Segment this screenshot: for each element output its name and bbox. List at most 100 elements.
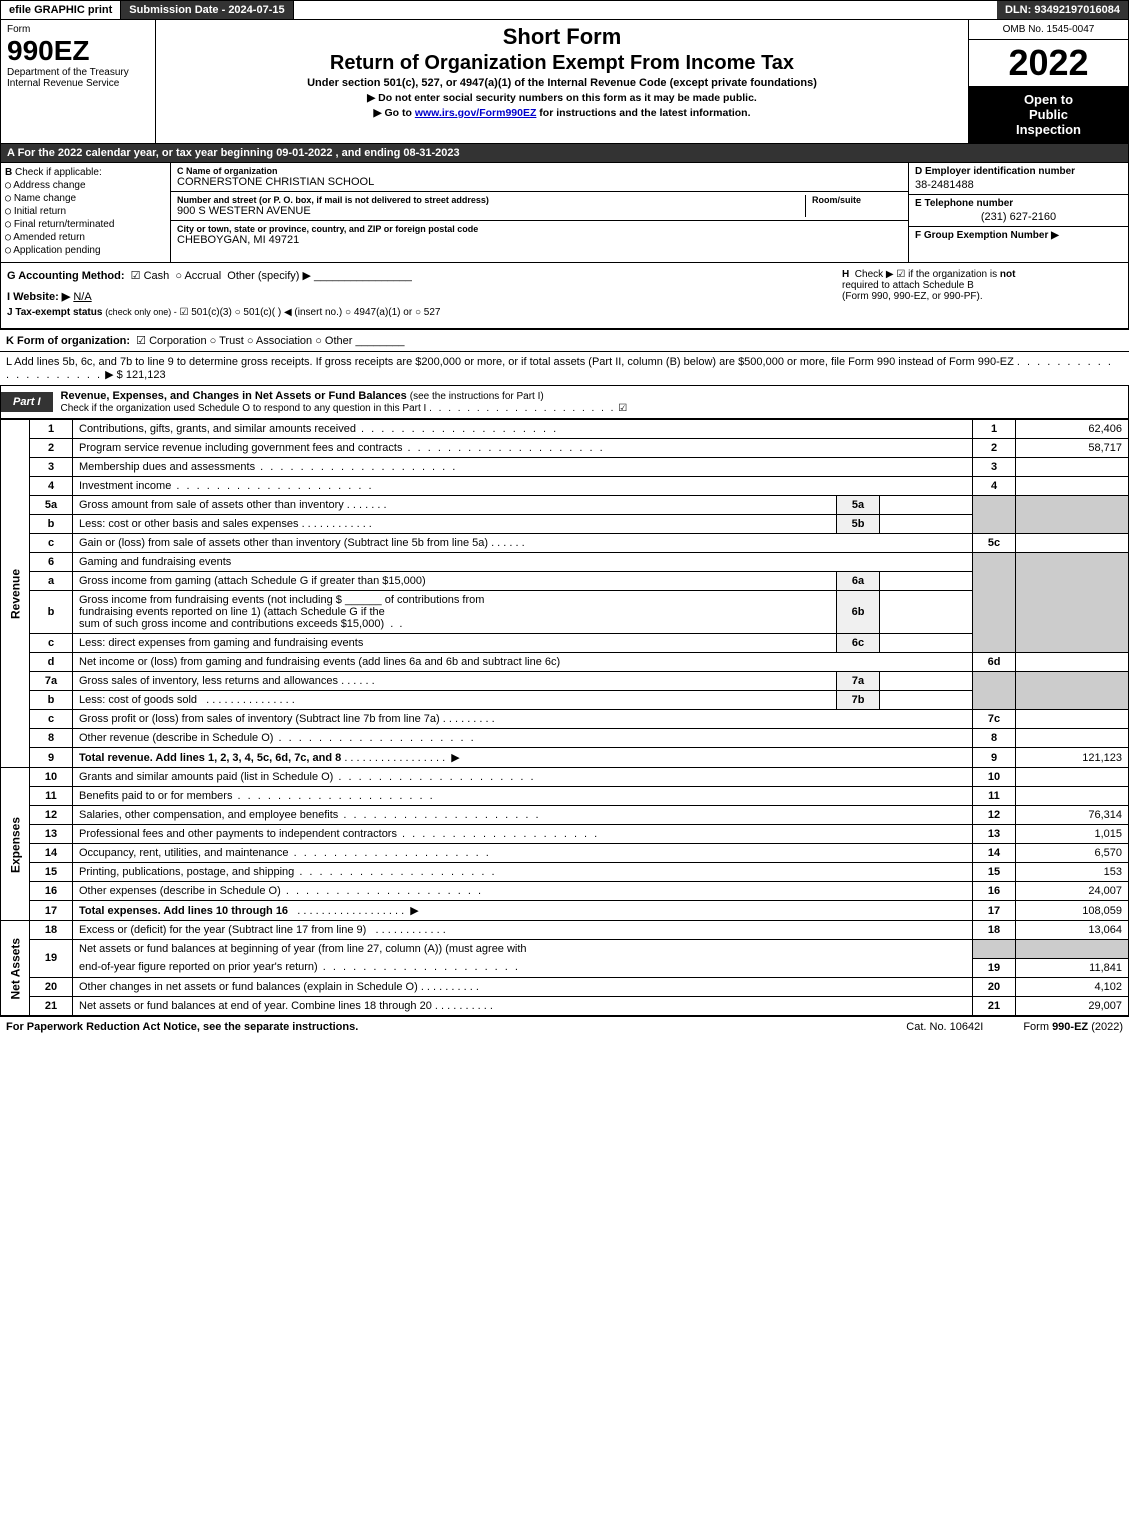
line-13-desc: Professional fees and other payments to …	[73, 825, 973, 844]
line-1-val: 62,406	[1016, 420, 1129, 439]
line-17-num: 17	[30, 901, 73, 921]
line-17-desc: Total expenses. Add lines 10 through 16 …	[73, 901, 973, 921]
line-4-col: 4	[973, 477, 1016, 496]
line-6c-num: c	[30, 634, 73, 653]
h-text1: Check ▶ ☑ if the organization is	[855, 269, 1000, 280]
info-grid: B Check if applicable: ○ Address change …	[0, 163, 1129, 263]
j-sub: (check only one) -	[105, 307, 177, 317]
line-19-col: 19	[973, 958, 1016, 977]
i-label: I Website: ▶	[7, 291, 70, 303]
chk-final-return[interactable]: ○ Final return/terminated	[5, 219, 166, 230]
chk-amended-return[interactable]: ○ Amended return	[5, 232, 166, 243]
line-20-num: 20	[30, 977, 73, 996]
grey-19	[973, 940, 1016, 959]
g-cash[interactable]: Cash	[144, 270, 170, 282]
line-8-num: 8	[30, 729, 73, 748]
k-opts[interactable]: ☑ Corporation ○ Trust ○ Association ○ Ot…	[136, 335, 352, 347]
section-e: E Telephone number (231) 627-2160	[909, 195, 1128, 227]
right-info: D Employer identification number 38-2481…	[908, 163, 1128, 262]
line-4-desc: Investment income	[73, 477, 973, 496]
g-other[interactable]: Other (specify) ▶	[227, 270, 311, 282]
line-7c-desc: Gross profit or (loss) from sales of inv…	[73, 710, 973, 729]
line-5b-desc: Less: cost or other basis and sales expe…	[73, 515, 837, 534]
line-5c-num: c	[30, 534, 73, 553]
city-box: City or town, state or province, country…	[171, 221, 908, 249]
line-20-col: 20	[973, 977, 1016, 996]
line-15-num: 15	[30, 863, 73, 882]
j-label: J Tax-exempt status	[7, 307, 102, 318]
line-5b-sub: 5b	[837, 515, 880, 534]
line-2-num: 2	[30, 439, 73, 458]
line-6d-col: 6d	[973, 653, 1016, 672]
line-11-desc: Benefits paid to or for members	[73, 787, 973, 806]
footer-catno: Cat. No. 10642I	[866, 1021, 1023, 1033]
line-15-col: 15	[973, 863, 1016, 882]
line-7a-subval	[880, 672, 973, 691]
line-17-col: 17	[973, 901, 1016, 921]
line-10-desc: Grants and similar amounts paid (list in…	[73, 768, 973, 787]
line-4-num: 4	[30, 477, 73, 496]
line-5c-val	[1016, 534, 1129, 553]
line-11-num: 11	[30, 787, 73, 806]
form-number-cell: Form 990EZ Department of the Treasury In…	[1, 20, 156, 143]
grey-7v	[1016, 672, 1129, 710]
line-14-desc: Occupancy, rent, utilities, and maintena…	[73, 844, 973, 863]
efile-print[interactable]: efile GRAPHIC print	[1, 1, 121, 19]
line-5a-sub: 5a	[837, 496, 880, 515]
line-6d-val	[1016, 653, 1129, 672]
g-accrual[interactable]: Accrual	[184, 270, 221, 282]
page-footer: For Paperwork Reduction Act Notice, see …	[0, 1016, 1129, 1037]
line-19-num: 19	[30, 940, 73, 978]
line-6d-num: d	[30, 653, 73, 672]
line-21-num: 21	[30, 996, 73, 1015]
revenue-vert-label: Revenue	[1, 420, 30, 768]
line-8-col: 8	[973, 729, 1016, 748]
line-5b-subval	[880, 515, 973, 534]
irs-link[interactable]: www.irs.gov/Form990EZ	[415, 107, 537, 119]
irs-label: Internal Revenue Service	[7, 78, 149, 89]
line-6b-num: b	[30, 591, 73, 634]
line-15-val: 153	[1016, 863, 1129, 882]
line-5c-desc: Gain or (loss) from sale of assets other…	[73, 534, 973, 553]
line-12-col: 12	[973, 806, 1016, 825]
j-opts[interactable]: ☑ 501(c)(3) ○ 501(c)( ) ◀ (insert no.) ○…	[180, 307, 441, 318]
line-6a-num: a	[30, 572, 73, 591]
right-header: OMB No. 1545-0047 2022 Open to Public In…	[968, 20, 1128, 143]
part1-check-line: Check if the organization used Schedule …	[61, 403, 628, 414]
chk-name-change[interactable]: ○ Name change	[5, 193, 166, 204]
section-a: A For the 2022 calendar year, or tax yea…	[0, 144, 1129, 163]
line-19-val: 11,841	[1016, 958, 1129, 977]
line-21-col: 21	[973, 996, 1016, 1015]
city-label: City or town, state or province, country…	[177, 224, 902, 234]
line-3-num: 3	[30, 458, 73, 477]
grey-6v	[1016, 553, 1129, 653]
city-value: CHEBOYGAN, MI 49721	[177, 234, 902, 246]
line-6b-sub: 6b	[837, 591, 880, 634]
chk-initial-return[interactable]: ○ Initial return	[5, 206, 166, 217]
line-13-col: 13	[973, 825, 1016, 844]
section-d: D Employer identification number 38-2481…	[909, 163, 1128, 195]
chk-application-pending[interactable]: ○ Application pending	[5, 245, 166, 256]
line-10-val	[1016, 768, 1129, 787]
line-18-desc: Excess or (deficit) for the year (Subtra…	[73, 921, 973, 940]
line-14-col: 14	[973, 844, 1016, 863]
org-name: CORNERSTONE CHRISTIAN SCHOOL	[177, 176, 902, 188]
expenses-vert-label: Expenses	[1, 768, 30, 921]
top-bar: efile GRAPHIC print Submission Date - 20…	[0, 0, 1129, 20]
line-7b-desc: Less: cost of goods sold . . . . . . . .…	[73, 691, 837, 710]
line-9-val: 121,123	[1016, 748, 1129, 768]
phone-label: E Telephone number	[915, 198, 1122, 209]
section-h: H Check ▶ ☑ if the organization is not r…	[842, 269, 1122, 302]
grey-5v	[1016, 496, 1129, 534]
line-6c-desc: Less: direct expenses from gaming and fu…	[73, 634, 837, 653]
open1: Open to	[973, 92, 1124, 107]
form-header: Form 990EZ Department of the Treasury In…	[0, 20, 1129, 144]
line-6a-sub: 6a	[837, 572, 880, 591]
part1-title: Revenue, Expenses, and Changes in Net As…	[61, 390, 407, 402]
grey-7	[973, 672, 1016, 710]
line-5a-desc: Gross amount from sale of assets other t…	[73, 496, 837, 515]
line-20-val: 4,102	[1016, 977, 1129, 996]
line-10-col: 10	[973, 768, 1016, 787]
line-6d-desc: Net income or (loss) from gaming and fun…	[73, 653, 973, 672]
chk-address-change[interactable]: ○ Address change	[5, 180, 166, 191]
